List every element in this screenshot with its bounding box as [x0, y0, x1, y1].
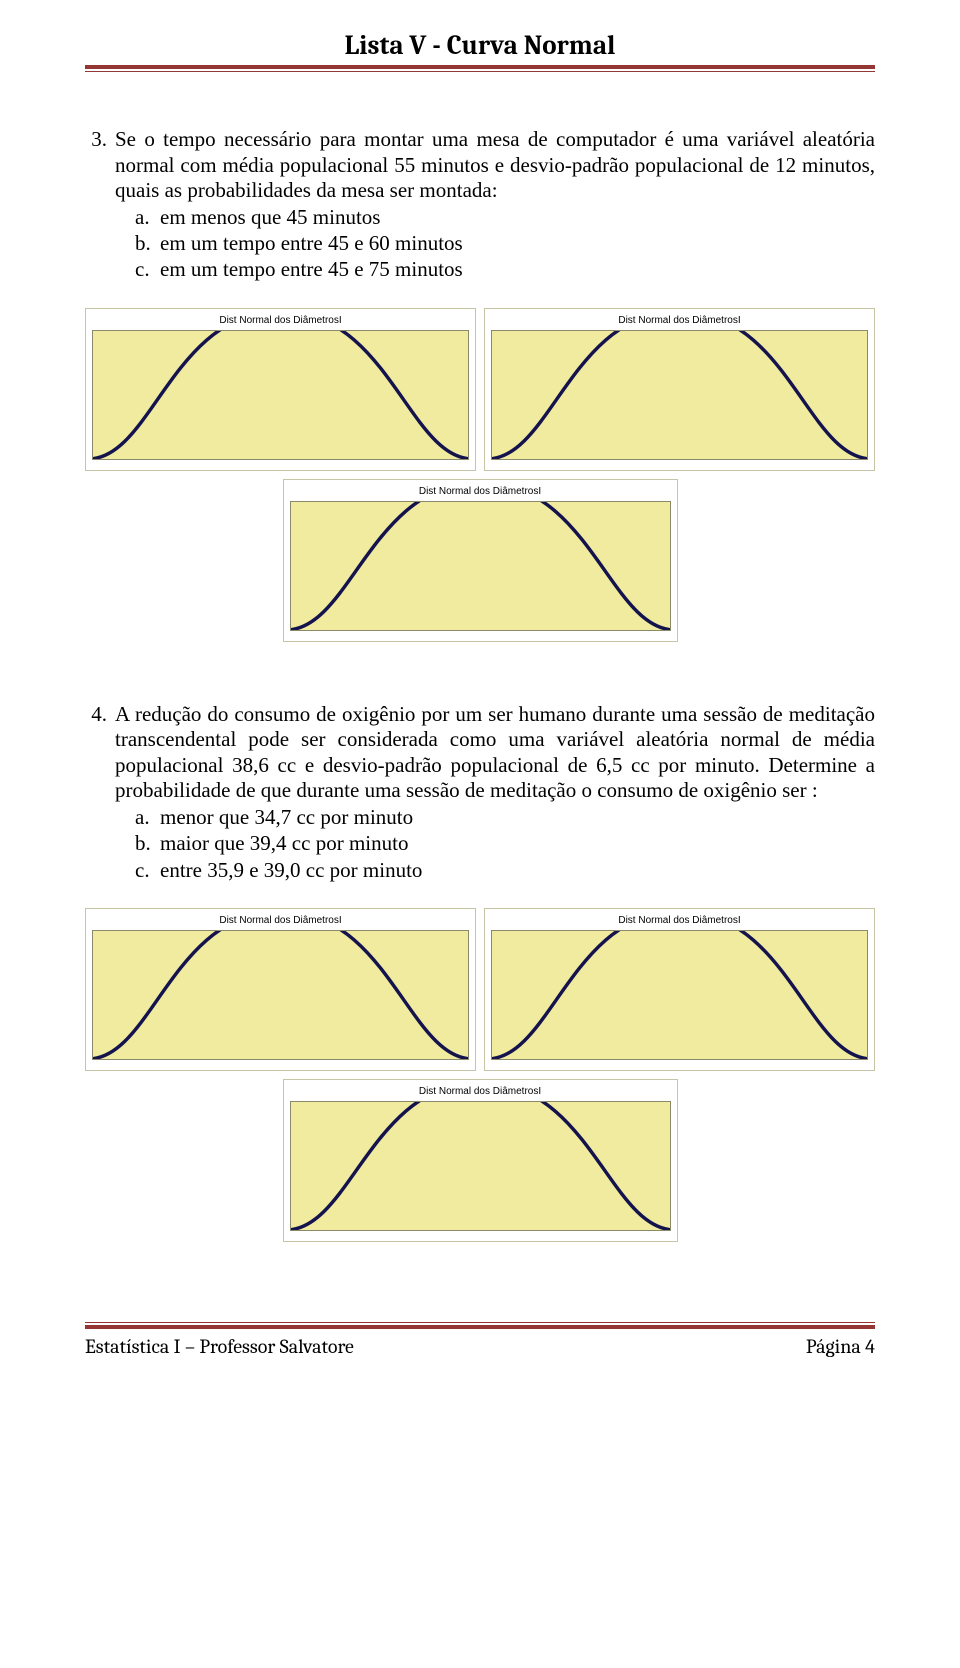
- question-4: 4. A redução do consumo de oxigênio por …: [85, 702, 875, 883]
- chart-panel: Dist Normal dos DiâmetrosI: [484, 308, 875, 471]
- document-title: Lista V - Curva Normal: [85, 30, 875, 65]
- q3-b-text: em um tempo entre 45 e 60 minutos: [160, 230, 463, 256]
- chart-title: Dist Normal dos DiâmetrosI: [290, 1086, 671, 1097]
- question-3: 3. Se o tempo necessário para montar uma…: [85, 127, 875, 283]
- q4-c-text: entre 35,9 e 39,0 cc por minuto: [160, 857, 422, 883]
- chart-title: Dist Normal dos DiâmetrosI: [491, 315, 868, 326]
- q3-charts-row-1: Dist Normal dos DiâmetrosI Dist Normal d…: [85, 308, 875, 471]
- q3-item-a: a. em menos que 45 minutos: [135, 204, 875, 230]
- footer-rule-thick: [85, 1325, 875, 1329]
- q4-text: A redução do consumo de oxigênio por um …: [115, 702, 875, 804]
- page-footer: Estatística I – Professor Salvatore Pági…: [85, 1322, 875, 1398]
- chart-panel: Dist Normal dos DiâmetrosI: [283, 1079, 678, 1242]
- q3-c-text: em um tempo entre 45 e 75 minutos: [160, 256, 463, 282]
- header-rule-thick: [85, 65, 875, 69]
- footer-right: Página 4: [806, 1335, 875, 1358]
- q3-charts-row-2: Dist Normal dos DiâmetrosI: [85, 479, 875, 642]
- plot-area: [491, 330, 868, 460]
- chart-title: Dist Normal dos DiâmetrosI: [92, 915, 469, 926]
- footer-left: Estatística I – Professor Salvatore: [85, 1335, 354, 1358]
- q3-a-text: em menos que 45 minutos: [160, 204, 380, 230]
- plot-area: [290, 1101, 671, 1231]
- q3-item-b: b. em um tempo entre 45 e 60 minutos: [135, 230, 875, 256]
- q3-item-c: c. em um tempo entre 45 e 75 minutos: [135, 256, 875, 282]
- chart-title: Dist Normal dos DiâmetrosI: [491, 915, 868, 926]
- plot-area: [92, 930, 469, 1060]
- q4-c-letter: c.: [135, 857, 160, 883]
- q4-item-c: c. entre 35,9 e 39,0 cc por minuto: [135, 857, 875, 883]
- footer-rule-thin: [85, 1322, 875, 1323]
- chart-panel: Dist Normal dos DiâmetrosI: [85, 908, 476, 1071]
- chart-title: Dist Normal dos DiâmetrosI: [290, 486, 671, 497]
- q3-number: 3.: [85, 127, 115, 153]
- q3-a-letter: a.: [135, 204, 160, 230]
- chart-panel: Dist Normal dos DiâmetrosI: [283, 479, 678, 642]
- plot-area: [92, 330, 469, 460]
- q4-b-letter: b.: [135, 830, 160, 856]
- q4-charts-row-2: Dist Normal dos DiâmetrosI: [85, 1079, 875, 1242]
- q3-b-letter: b.: [135, 230, 160, 256]
- chart-title: Dist Normal dos DiâmetrosI: [92, 315, 469, 326]
- q3-text: Se o tempo necessário para montar uma me…: [115, 127, 875, 204]
- q4-a-letter: a.: [135, 804, 160, 830]
- chart-panel: Dist Normal dos DiâmetrosI: [484, 908, 875, 1071]
- q4-item-b: b. maior que 39,4 cc por minuto: [135, 830, 875, 856]
- chart-panel: Dist Normal dos DiâmetrosI: [85, 308, 476, 471]
- q4-a-text: menor que 34,7 cc por minuto: [160, 804, 413, 830]
- q4-charts-row-1: Dist Normal dos DiâmetrosI Dist Normal d…: [85, 908, 875, 1071]
- plot-area: [290, 501, 671, 631]
- q4-b-text: maior que 39,4 cc por minuto: [160, 830, 408, 856]
- q4-item-a: a. menor que 34,7 cc por minuto: [135, 804, 875, 830]
- q4-number: 4.: [85, 702, 115, 728]
- q3-c-letter: c.: [135, 256, 160, 282]
- plot-area: [491, 930, 868, 1060]
